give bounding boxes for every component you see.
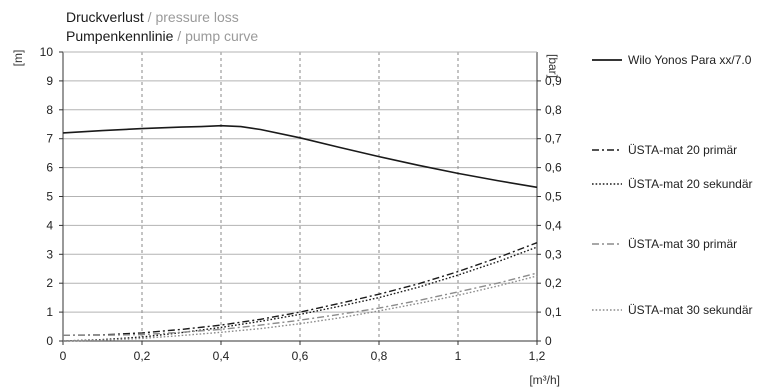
y-right-tick-label: 0,1 (545, 305, 562, 319)
y-right-tick-label: 0,3 (545, 247, 562, 261)
y-left-tick-label: 3 (46, 247, 53, 261)
legend-label: Wilo Yonos Para xx/7.0 (628, 53, 752, 67)
y-left-tick-label: 5 (46, 190, 53, 204)
chart-title-line-2: Pumpenkennlinie / pump curve (66, 28, 258, 44)
y-left-tick-label: 7 (46, 132, 53, 146)
y-right-tick-label: 0,4 (545, 218, 562, 232)
legend-item: ÜSTA-mat 30 sekundär (592, 302, 753, 318)
legend-label: ÜSTA-mat 20 primär (628, 143, 738, 157)
y-right-tick-label: 0,7 (545, 132, 562, 146)
y-right-tick-label: 0,6 (545, 161, 562, 175)
y-right-tick-label: 0 (545, 334, 552, 348)
legend-item: ÜSTA-mat 30 primär (592, 236, 737, 252)
series-line-3 (62, 246, 538, 342)
x-tick-label: 0,8 (371, 349, 388, 363)
y-left-tick-label: 1 (46, 305, 53, 319)
x-tick-label: 0,2 (134, 349, 151, 363)
y-left-tick-label: 10 (40, 45, 54, 59)
series-line-4 (63, 272, 538, 336)
x-tick-label: 1,2 (529, 349, 546, 363)
legend-label: ÜSTA-mat 30 sekundär (628, 303, 753, 317)
y-left-tick-label: 9 (46, 74, 53, 88)
y-left-tick-label: 6 (46, 161, 53, 175)
y-left-unit-label: [m] (11, 50, 25, 67)
title-de-pump-curve: Pumpenkennlinie (66, 28, 174, 44)
x-tick-label: 0,4 (213, 349, 230, 363)
series-line-1 (62, 124, 538, 189)
series-line-5 (62, 275, 538, 342)
x-tick-label: 1 (455, 349, 462, 363)
title-de-pressure-loss: Druckverlust (66, 9, 144, 25)
legend-item: Wilo Yonos Para xx/7.0 (592, 52, 751, 68)
y-left-tick-label: 8 (46, 103, 53, 117)
y-right-tick-label: 0,9 (545, 74, 562, 88)
title-en-pressure-loss: pressure loss (155, 9, 239, 25)
legend-item: ÜSTA-mat 20 sekundär (592, 176, 753, 192)
title-separator: / (143, 9, 156, 25)
legend-swatch (592, 243, 622, 245)
x-tick-label: 0 (60, 349, 67, 363)
y-right-tick-label: 0,2 (545, 276, 562, 290)
y-left-tick-label: 0 (46, 334, 53, 348)
legend-swatch (592, 309, 622, 311)
legend-label: ÜSTA-mat 20 sekundär (628, 177, 753, 191)
legend-label: ÜSTA-mat 30 primär (628, 237, 738, 251)
x-tick-label: 0,6 (292, 349, 309, 363)
legend-swatch (592, 183, 622, 185)
chart-title-line-1: Druckverlust / pressure loss (66, 9, 239, 25)
series-line-2 (62, 242, 538, 336)
y-right-tick-label: 0,8 (545, 103, 562, 117)
legend-item: ÜSTA-mat 20 primär (592, 142, 737, 158)
y-left-tick-label: 4 (46, 218, 53, 232)
legend-swatch (592, 149, 622, 151)
y-right-unit-label: [bar] (546, 54, 560, 78)
y-right-tick-label: 0,5 (545, 190, 562, 204)
x-unit-label: [m³/h] (529, 373, 560, 387)
title-en-pump-curve: pump curve (185, 28, 259, 44)
legend-swatch (592, 59, 622, 61)
y-left-tick-label: 2 (46, 276, 53, 290)
title-separator: / (173, 28, 186, 44)
